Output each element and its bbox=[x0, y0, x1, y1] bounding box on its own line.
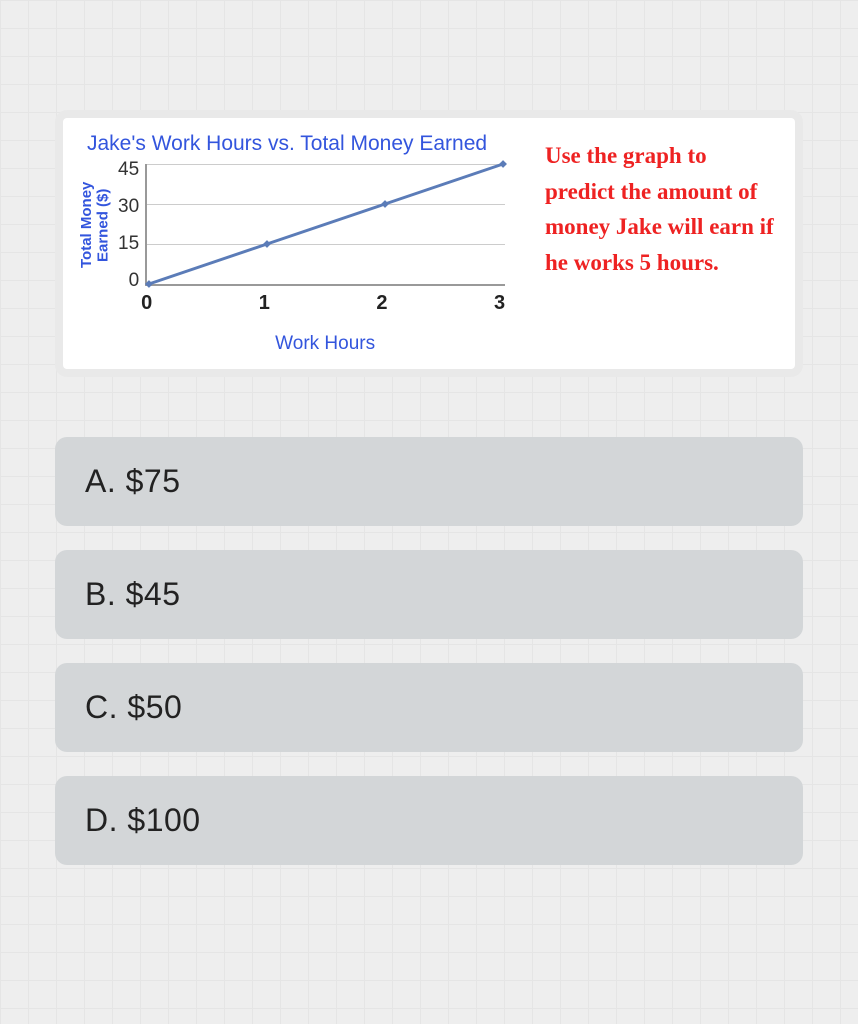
y-tick: 30 bbox=[118, 197, 139, 216]
chart-body: Total Money Earned ($) 45 30 15 0 bbox=[77, 160, 537, 355]
answer-option-b[interactable]: B. $45 bbox=[55, 550, 803, 639]
question-instruction: Use the graph to predict the amount of m… bbox=[545, 132, 781, 355]
x-tick: 3 bbox=[494, 292, 505, 315]
x-tick: 1 bbox=[259, 292, 270, 315]
question-card: Jake's Work Hours vs. Total Money Earned… bbox=[55, 110, 803, 377]
y-tick: 0 bbox=[118, 271, 139, 290]
x-axis-ticks: 0 1 2 3 bbox=[141, 292, 505, 315]
plot-column: 0 1 2 3 Work Hours bbox=[145, 160, 537, 355]
y-tick: 15 bbox=[118, 234, 139, 253]
chart-title: Jake's Work Hours vs. Total Money Earned bbox=[87, 132, 537, 156]
y-axis-label: Total Money Earned ($) bbox=[77, 160, 114, 290]
answer-option-c[interactable]: C. $50 bbox=[55, 663, 803, 752]
x-axis-label: Work Hours bbox=[145, 333, 505, 355]
quiz-container: Jake's Work Hours vs. Total Money Earned… bbox=[0, 0, 858, 865]
y-axis-ticks: 45 30 15 0 bbox=[114, 160, 145, 290]
y-tick: 45 bbox=[118, 160, 139, 179]
answer-option-a[interactable]: A. $75 bbox=[55, 437, 803, 526]
x-tick: 0 bbox=[141, 292, 152, 315]
line-chart-svg bbox=[147, 164, 505, 284]
answer-options: A. $75 B. $45 C. $50 D. $100 bbox=[55, 437, 803, 865]
chart-panel: Jake's Work Hours vs. Total Money Earned… bbox=[77, 132, 537, 355]
x-tick: 2 bbox=[376, 292, 387, 315]
plot-area bbox=[145, 164, 505, 286]
answer-option-d[interactable]: D. $100 bbox=[55, 776, 803, 865]
